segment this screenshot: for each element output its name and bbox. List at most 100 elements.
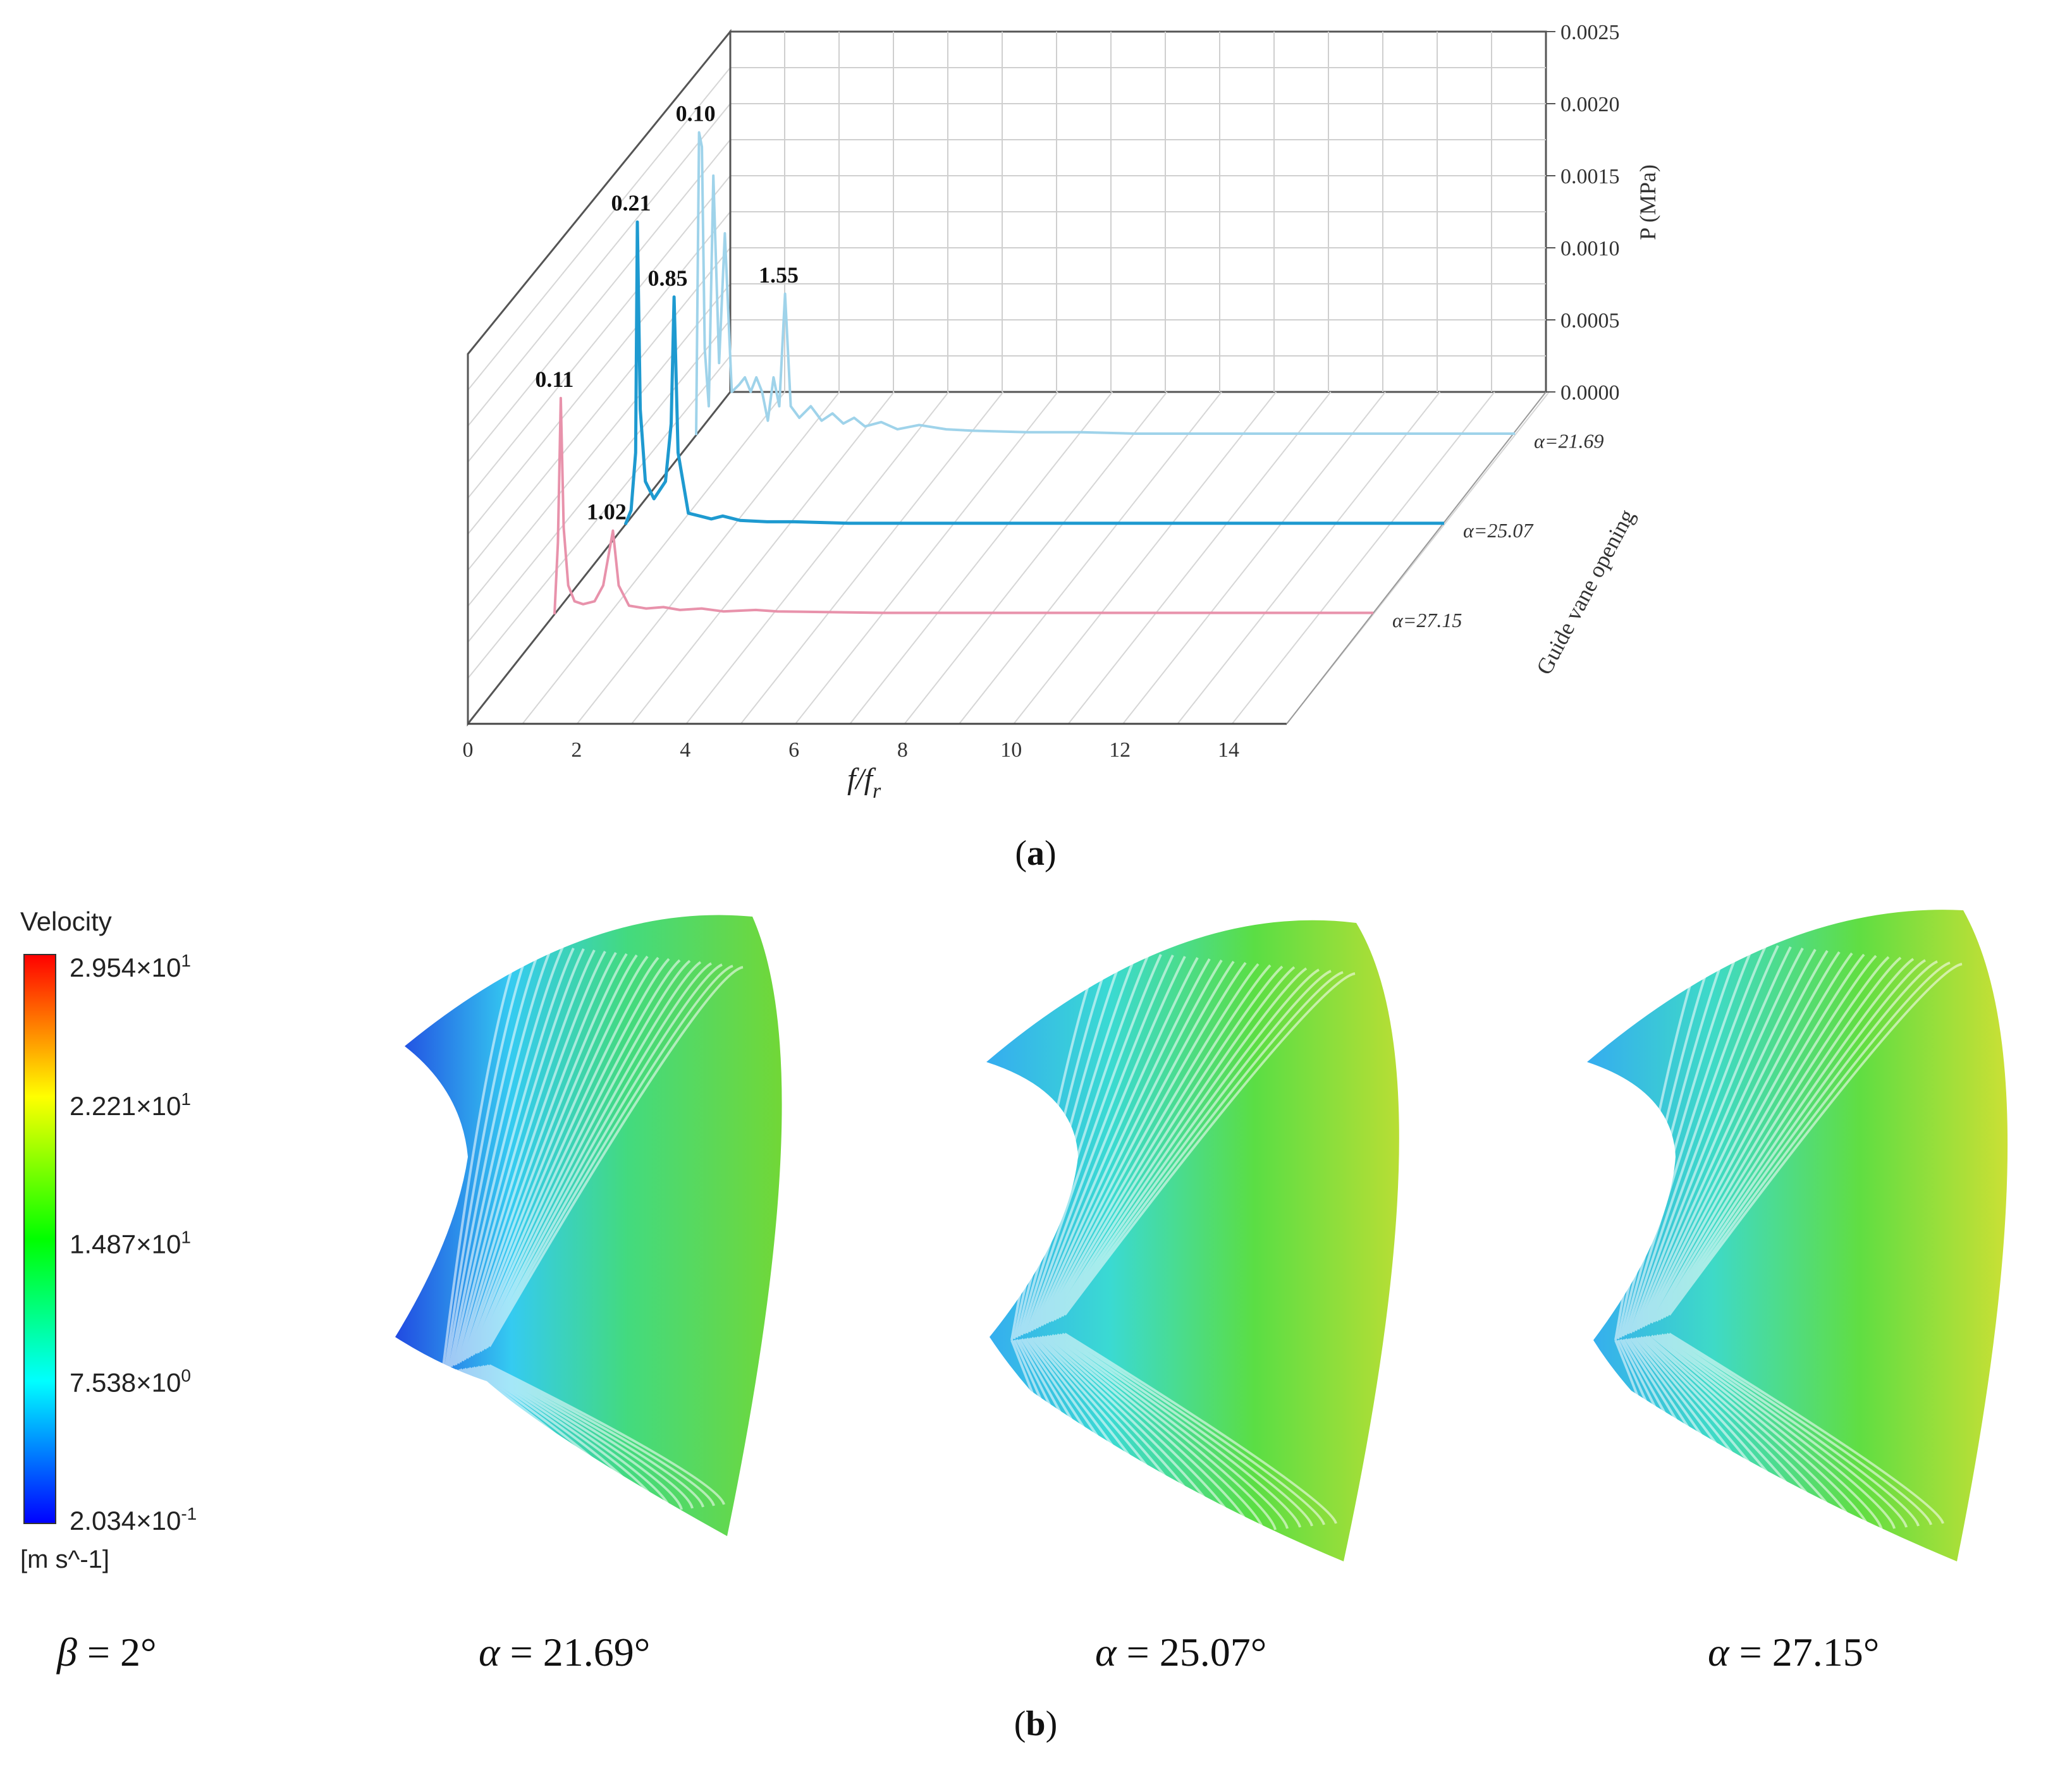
streamline-fan-2 (986, 920, 1399, 1561)
peak-label-4: 0.11 (535, 367, 573, 392)
streamline (482, 1365, 694, 1509)
series-labels: α=21.69 α=25.07 α=27.15 (1392, 429, 1603, 632)
floor-grid-line (1122, 391, 1386, 724)
floor-right-edge (1286, 391, 1547, 724)
legend-level-label: 7.538×100 (70, 1365, 191, 1397)
series-label-2: α=27.15 (1392, 609, 1462, 632)
series-line-1 (623, 220, 1444, 525)
streamline (1010, 1340, 1082, 1549)
streamline (1622, 1338, 1724, 1546)
left-grid-line (467, 355, 731, 679)
streamline (1653, 956, 1890, 1323)
x-tick-label: 10 (1000, 738, 1022, 762)
streamline (462, 1368, 598, 1520)
streamline (484, 963, 723, 1350)
panel-a-label: (a) (1015, 834, 1056, 873)
streamline (1655, 1334, 1883, 1530)
fan-3-streamlines (1614, 938, 1963, 1549)
streamline (1038, 1336, 1216, 1536)
streamline (1668, 963, 1963, 1316)
streamline (1021, 953, 1150, 1336)
streamline (1033, 958, 1211, 1330)
streamline (1650, 955, 1877, 1324)
streamline (441, 941, 522, 1372)
streamline (1665, 1333, 1932, 1525)
streamline (1650, 1334, 1858, 1532)
streamline (1013, 1340, 1094, 1548)
x-tick-label: 8 (897, 738, 908, 762)
streamline (1655, 956, 1902, 1322)
streamline (1058, 970, 1332, 1319)
floor-grid-line (1013, 391, 1277, 724)
velocity-legend: Velocity 2.954×101 2.221×101 1.487×101 7.53… (20, 906, 197, 1573)
streamline (1064, 972, 1356, 1316)
streamline (1632, 1337, 1773, 1541)
streamline (1023, 1338, 1143, 1543)
streamline (1023, 954, 1162, 1334)
waterfall-chart: 0.10 1.55 0.21 0.85 0.11 1.02 0 2 4 6 8 10 12 14 0.0… (463, 21, 1661, 803)
streamline (1028, 1337, 1167, 1541)
streamline (1018, 1338, 1119, 1546)
streamline (475, 959, 681, 1354)
streamline (1637, 948, 1817, 1330)
floor-grid-line (576, 391, 840, 724)
streamline (1051, 1334, 1277, 1530)
x-tick-label: 0 (463, 738, 474, 762)
floor-grid-line (740, 391, 1004, 724)
streamline (486, 965, 733, 1348)
series-layer (553, 131, 1516, 614)
streamline (441, 1371, 503, 1530)
y-tick-label: 0.0025 (1560, 21, 1620, 44)
streamline (1647, 953, 1865, 1325)
streamline (448, 945, 553, 1369)
y-tick-label: 0.0000 (1560, 381, 1620, 405)
caption-beta: β = 2° (56, 1630, 157, 1675)
x-tick-label: 4 (680, 738, 690, 762)
streamline (1645, 1335, 1834, 1535)
streamline (477, 960, 691, 1353)
streamline (1658, 1334, 1896, 1529)
peak-label-3: 0.85 (648, 266, 688, 291)
streamline (1036, 1336, 1204, 1537)
streamline (1064, 1333, 1337, 1524)
streamline (1645, 952, 1853, 1326)
streamline-fan-1 (395, 915, 782, 1536)
streamline-fan-3 (1587, 910, 2008, 1561)
streamline (1021, 1338, 1131, 1544)
left-grid-line (467, 175, 731, 499)
y-ticks: 0.0000 0.0005 0.0010 0.0015 0.0020 0.0025 (1546, 21, 1620, 405)
streamline (1640, 1336, 1810, 1537)
legend-level-label: 2.954×101 (70, 951, 191, 982)
streamline (1051, 966, 1296, 1322)
floor-grid (522, 391, 1550, 724)
legend-colorbar (23, 954, 56, 1524)
streamline (477, 1365, 672, 1511)
streamline (1015, 950, 1125, 1338)
y-tick-label: 0.0020 (1560, 93, 1620, 116)
fan-2-body (986, 920, 1399, 1561)
streamline (1624, 1338, 1736, 1544)
streamline (1663, 960, 1938, 1319)
streamline (444, 1371, 513, 1529)
fan-3-body (1587, 910, 2008, 1561)
floor-grid-line (685, 391, 950, 724)
streamline (1614, 938, 1706, 1341)
streamline (1043, 1335, 1241, 1534)
panel-b-label: (b) (1014, 1704, 1057, 1743)
streamline (468, 1367, 630, 1516)
panel-b-captions: β = 2° α = 21.69° α = 25.07° α = 27.15° (56, 1630, 1879, 1675)
z-axis-title: Guide vane opening (1531, 505, 1640, 679)
streamline (1668, 1333, 1944, 1524)
streamline (466, 1367, 619, 1517)
streamline (1642, 1336, 1822, 1536)
streamline (457, 949, 596, 1364)
left-grid-line (467, 67, 731, 391)
streamline (1026, 955, 1174, 1334)
streamline (470, 956, 659, 1357)
x-tick-label: 6 (788, 738, 799, 762)
streamline (459, 1368, 587, 1521)
streamline (1640, 949, 1829, 1329)
streamline (1619, 1339, 1712, 1547)
streamline (1622, 942, 1743, 1337)
streamline (1653, 1334, 1871, 1531)
